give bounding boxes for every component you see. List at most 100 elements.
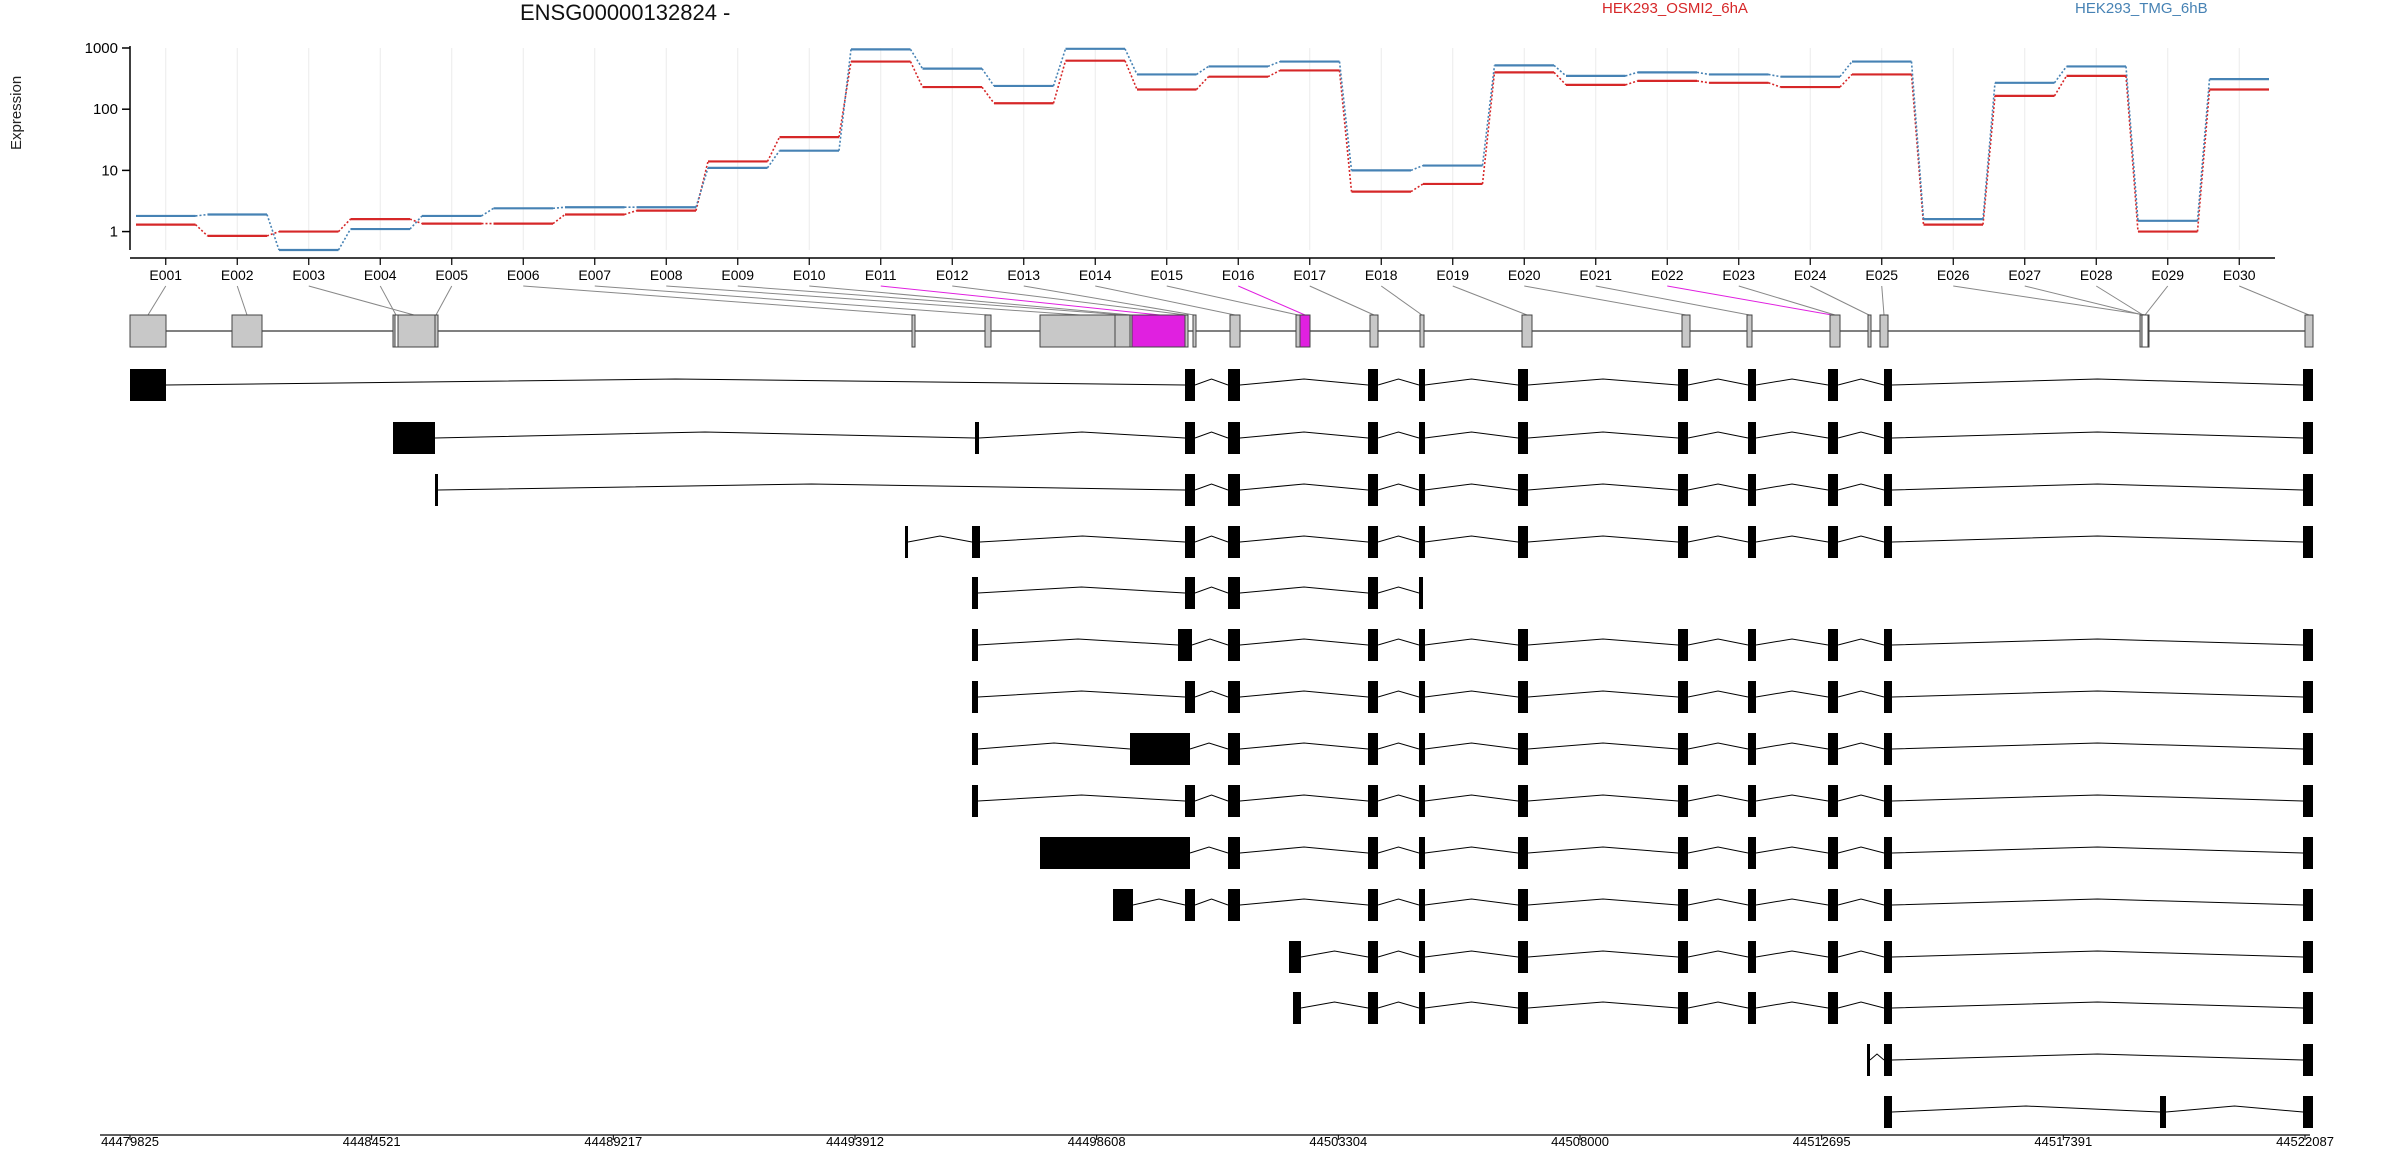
- intron-line: [1377, 742, 1420, 750]
- intron-line: [1755, 378, 1829, 386]
- transcript-exon: [1518, 422, 1528, 454]
- exon-connector: [1810, 285, 1870, 316]
- intron-line: [1755, 638, 1829, 646]
- transcript-exon: [1828, 941, 1838, 973]
- exon-connector: [809, 285, 1132, 316]
- transcript-exon: [1419, 369, 1425, 401]
- transcript-exon: [1368, 941, 1378, 973]
- x-tick-label: E008: [650, 267, 683, 283]
- transcript-exon: [1368, 837, 1378, 869]
- genomic-tick-label: 44489217: [584, 1134, 642, 1149]
- exon-connector: [1166, 285, 1299, 316]
- series-connector: [1910, 74, 1925, 225]
- series-connector: [766, 150, 781, 169]
- series-connector: [1124, 48, 1138, 75]
- intron-line: [1527, 535, 1679, 543]
- transcript-exon: [1368, 992, 1378, 1024]
- exon-connector: [2095, 285, 2144, 316]
- intron-line: [2165, 1105, 2304, 1113]
- intron-line: [1755, 898, 1829, 906]
- x-tick-label: E006: [507, 267, 540, 283]
- series-connector: [1338, 61, 1353, 171]
- transcript-exon: [1678, 785, 1688, 817]
- transcript-exon: [1884, 837, 1892, 869]
- x-tick-label: E030: [2223, 267, 2256, 283]
- transcript-exon: [1419, 681, 1425, 713]
- transcript-exon: [2303, 1096, 2313, 1128]
- intron-line: [1527, 794, 1679, 802]
- x-tick-label: E010: [793, 267, 826, 283]
- transcript-exon: [1130, 733, 1190, 765]
- series-connector: [1982, 82, 1996, 220]
- transcript-exon: [1884, 474, 1892, 506]
- x-tick-label: E029: [2151, 267, 2184, 283]
- intron-line: [165, 378, 1186, 386]
- transcript-12: [1289, 941, 2313, 973]
- intron-line: [1424, 535, 1519, 543]
- transcript-exon: [1678, 681, 1688, 713]
- y-tick-label: 10: [101, 162, 118, 179]
- intron-line: [1194, 378, 1229, 386]
- transcript-exon: [1228, 577, 1240, 609]
- intron-line: [1239, 898, 1369, 906]
- exon-connector: [1881, 285, 1885, 316]
- transcript-exon: [1518, 369, 1528, 401]
- transcript-exon: [2303, 474, 2313, 506]
- y-tick-label: 100: [93, 101, 118, 118]
- transcript-exon: [1678, 941, 1688, 973]
- intron-line: [1687, 742, 1749, 750]
- transcript-exon: [1678, 889, 1688, 921]
- transcript-exon: [1748, 889, 1756, 921]
- intron-line: [1377, 898, 1420, 906]
- exon-connector: [952, 285, 1187, 316]
- exon-box: [1192, 314, 1197, 348]
- intron-line: [1837, 1001, 1885, 1009]
- exon-connector: [2144, 285, 2169, 316]
- intron-line: [1377, 586, 1420, 594]
- exon-connector: [1380, 285, 1423, 316]
- transcript-exon: [1185, 681, 1195, 713]
- transcript-exon: [1884, 1096, 1892, 1128]
- series-connector: [1267, 60, 1281, 68]
- series-connector: [1196, 65, 1209, 76]
- transcript-exon: [972, 785, 978, 817]
- transcript-exon: [1678, 422, 1688, 454]
- x-tick-label: E018: [1365, 267, 1398, 283]
- transcript-exon: [1228, 837, 1240, 869]
- transcript-exon: [2303, 992, 2313, 1024]
- intron-line: [1377, 431, 1420, 439]
- transcript-exon: [1185, 422, 1195, 454]
- intron-line: [1891, 846, 2304, 854]
- intron-line: [1837, 950, 1885, 958]
- transcript-exon: [1678, 526, 1688, 558]
- series-connector: [337, 228, 352, 251]
- series-connector: [337, 218, 352, 233]
- exon-connector: [880, 285, 1161, 316]
- intron-line: [1755, 1001, 1829, 1009]
- transcript-11: [1113, 889, 2313, 921]
- intron-line: [1377, 794, 1420, 802]
- intron-line: [437, 483, 1186, 491]
- transcript-8: [972, 733, 2313, 765]
- intron-line: [1891, 483, 2304, 491]
- intron-line: [1837, 535, 1885, 543]
- transcript-6: [972, 629, 2313, 661]
- intron-line: [1191, 638, 1229, 646]
- exon-box: [434, 314, 439, 348]
- transcript-exon: [1678, 837, 1688, 869]
- exon-box: [1184, 314, 1189, 348]
- intron-line: [1424, 1001, 1519, 1009]
- transcript-exon: [1368, 785, 1378, 817]
- transcript-exon: [1884, 629, 1892, 661]
- intron-line: [1755, 535, 1829, 543]
- intron-line: [977, 794, 1186, 802]
- intron-line: [1687, 794, 1749, 802]
- series-connector: [1768, 82, 1781, 88]
- series-connector: [1696, 80, 1710, 84]
- x-tick-label: E005: [435, 267, 468, 283]
- x-tick-label: E016: [1222, 267, 1255, 283]
- intron-line: [1424, 690, 1519, 698]
- intron-line: [1424, 846, 1519, 854]
- genomic-tick-label: 44479825: [101, 1134, 159, 1149]
- intron-line: [1424, 950, 1519, 958]
